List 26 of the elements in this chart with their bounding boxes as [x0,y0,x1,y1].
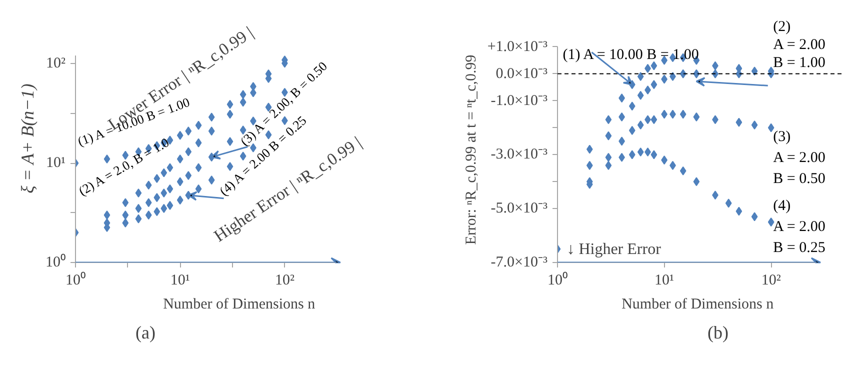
y-axis-title: Error: ⁿR_c,0.99 at t = ⁿt_c,0.99 [463,54,480,245]
x-axis-title: Number of Dimensions n [622,296,774,312]
y-tick-label: 10² [46,56,66,72]
y-tick-label: -1.0×10⁻³ [490,92,548,109]
series-label: (2) A = 2.00 B = 1.00 [773,18,826,71]
x-tick-label: 10⁰ [548,272,568,288]
x-tick-label: 10¹ [654,272,674,288]
x-tick-label: 10² [274,272,295,288]
x-tick-label: 10¹ [170,272,190,288]
y-tick-label: 10⁰ [46,254,66,270]
x-axis-title: Number of Dimensions n [163,296,316,312]
series-label: (4) A = 2.00 B = 0.25 [773,198,826,256]
series-label: (1) A = 10.00 B = 1.00 [562,46,699,63]
y-tick-label: 10¹ [46,155,66,172]
x-tick-label: 10² [761,272,782,288]
y-tick-label: -7.0×10⁻³ [490,254,548,270]
series-label: (3) A = 2.00 B = 0.50 [773,128,826,187]
y-tick-label: +1.0×10⁻³ [487,38,548,55]
annotation: ↓ Higher Error [566,241,662,258]
text: (b) [708,322,728,342]
y-tick-label: -5.0×10⁻³ [490,200,548,217]
y-axis-title: ξ = A+ B(n−1) [18,84,38,194]
y-tick-label: 0.0×10⁻³ [496,66,548,82]
x-tick-label: 10⁰ [66,272,86,288]
y-tick-label: -3.0×10⁻³ [490,146,548,163]
text: (a) [136,322,156,342]
